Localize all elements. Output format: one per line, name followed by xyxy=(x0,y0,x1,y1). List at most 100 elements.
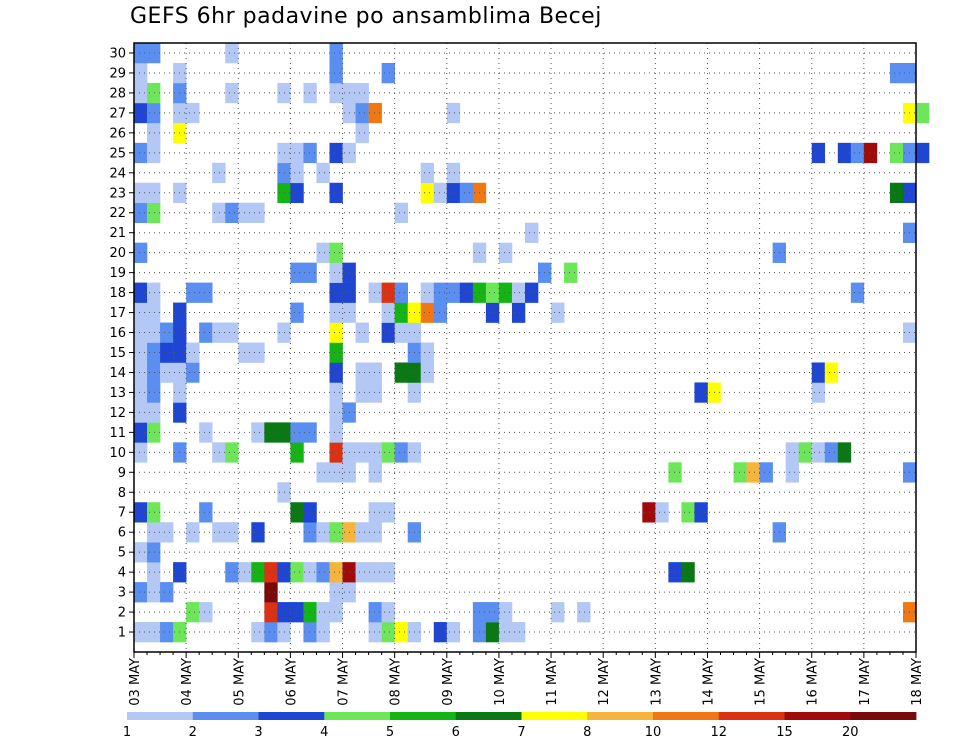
heatmap-cell xyxy=(303,502,317,523)
heatmap-cell xyxy=(681,502,695,523)
heatmap-cell xyxy=(355,82,369,104)
heatmap-cell xyxy=(811,362,826,383)
heatmap-cell xyxy=(303,82,317,104)
heatmap-cell xyxy=(329,142,343,164)
heatmap-cell xyxy=(329,342,343,363)
heatmap-cell xyxy=(824,442,839,463)
y-tick-label: 19 xyxy=(109,266,126,281)
heatmap-cell xyxy=(355,102,369,124)
heatmap-cell xyxy=(329,302,343,323)
heatmap-cell xyxy=(134,182,148,204)
heatmap-cell xyxy=(264,582,278,603)
heatmap-cell xyxy=(824,362,839,383)
y-tick-label: 9 xyxy=(118,466,126,481)
heatmap-cell xyxy=(251,202,265,224)
heatmap-cell xyxy=(134,362,148,383)
heatmap-cell xyxy=(498,622,513,643)
heatmap-cell xyxy=(329,322,343,343)
heatmap-cell xyxy=(290,602,304,623)
heatmap-cell xyxy=(134,422,148,443)
heatmap-cell xyxy=(316,462,330,483)
heatmap-cell xyxy=(368,502,382,523)
heatmap-cell xyxy=(485,602,500,623)
heatmap-cell xyxy=(134,302,148,323)
heatmap-cell xyxy=(134,142,148,164)
heatmap-cell xyxy=(316,622,330,643)
heatmap-cell xyxy=(251,622,265,643)
heatmap-cell xyxy=(485,282,500,303)
y-tick-label: 1 xyxy=(118,626,126,641)
heatmap-cell xyxy=(186,362,200,383)
colorbar-label: 20 xyxy=(842,725,859,740)
y-tick-label: 17 xyxy=(109,306,126,321)
colorbar-segment xyxy=(258,712,325,720)
heatmap-cell xyxy=(134,242,148,263)
heatmap-cell xyxy=(251,422,265,443)
heatmap-cell xyxy=(290,302,304,323)
y-tick-label: 3 xyxy=(118,586,126,601)
heatmap-cell xyxy=(446,622,461,643)
heatmap-cell xyxy=(316,162,330,184)
heatmap-cell xyxy=(290,262,304,283)
heatmap-cell xyxy=(147,502,161,523)
heatmap-cell xyxy=(394,282,408,303)
heatmap-cell xyxy=(733,462,747,483)
x-tick-label: 07 MAY xyxy=(337,658,352,706)
heatmap-cell xyxy=(160,522,174,543)
y-tick-label: 12 xyxy=(109,406,126,421)
heatmap-cell xyxy=(329,62,343,84)
heatmap-cell xyxy=(186,282,200,303)
heatmap-cell xyxy=(433,182,448,204)
chart-title: GEFS 6hr padavine po ansamblima Becej xyxy=(130,4,602,29)
heatmap-cell xyxy=(655,502,669,523)
heatmap-cell xyxy=(889,142,904,164)
heatmap-cell xyxy=(381,282,395,303)
heatmap-cell xyxy=(264,562,278,583)
colorbar-segment xyxy=(324,712,391,720)
heatmap-cell xyxy=(798,442,813,463)
heatmap-cell xyxy=(368,622,382,643)
heatmap-cell xyxy=(681,562,695,583)
heatmap-cell xyxy=(303,142,317,164)
heatmap-cell xyxy=(329,462,343,483)
heatmap-cell xyxy=(446,182,461,204)
y-tick-label: 16 xyxy=(109,326,126,341)
heatmap-cell xyxy=(147,382,161,403)
heatmap-cell xyxy=(329,422,343,443)
heatmap-cell xyxy=(251,342,265,363)
heatmap-cell xyxy=(134,82,148,104)
y-tick-label: 25 xyxy=(109,146,126,161)
y-tick-label: 5 xyxy=(118,546,126,561)
heatmap-cell xyxy=(381,602,395,623)
heatmap-cell xyxy=(889,62,904,84)
heatmap-cell xyxy=(225,562,239,583)
heatmap-cell xyxy=(368,382,382,403)
heatmap-cell xyxy=(329,282,343,303)
x-tick-label: 10 MAY xyxy=(493,658,508,706)
heatmap-cell xyxy=(147,302,161,323)
y-tick-label: 30 xyxy=(109,46,126,61)
heatmap-cell xyxy=(511,622,526,643)
heatmap-cell xyxy=(329,242,343,263)
heatmap-cell xyxy=(290,422,304,443)
heatmap-cell xyxy=(290,162,304,184)
heatmap-cell xyxy=(329,82,343,104)
heatmap-cell xyxy=(147,562,161,583)
x-tick-label: 17 MAY xyxy=(858,658,873,706)
y-tick-label: 20 xyxy=(109,246,126,261)
heatmap-cell xyxy=(368,462,382,483)
colorbar-segment xyxy=(127,712,194,720)
y-tick-label: 6 xyxy=(118,526,126,541)
y-tick-label: 29 xyxy=(109,66,126,81)
y-tick-label: 28 xyxy=(109,86,126,101)
heatmap-cell xyxy=(355,122,369,144)
heatmap-cell xyxy=(329,182,343,204)
heatmap-cell xyxy=(759,462,773,483)
heatmap-cell xyxy=(225,82,239,104)
colorbar-segment xyxy=(718,712,785,720)
heatmap-cell xyxy=(147,102,161,124)
heatmap-cell xyxy=(368,362,382,383)
heatmap-cell xyxy=(433,622,448,643)
heatmap-cell xyxy=(329,43,343,64)
heatmap-cell xyxy=(303,522,317,543)
